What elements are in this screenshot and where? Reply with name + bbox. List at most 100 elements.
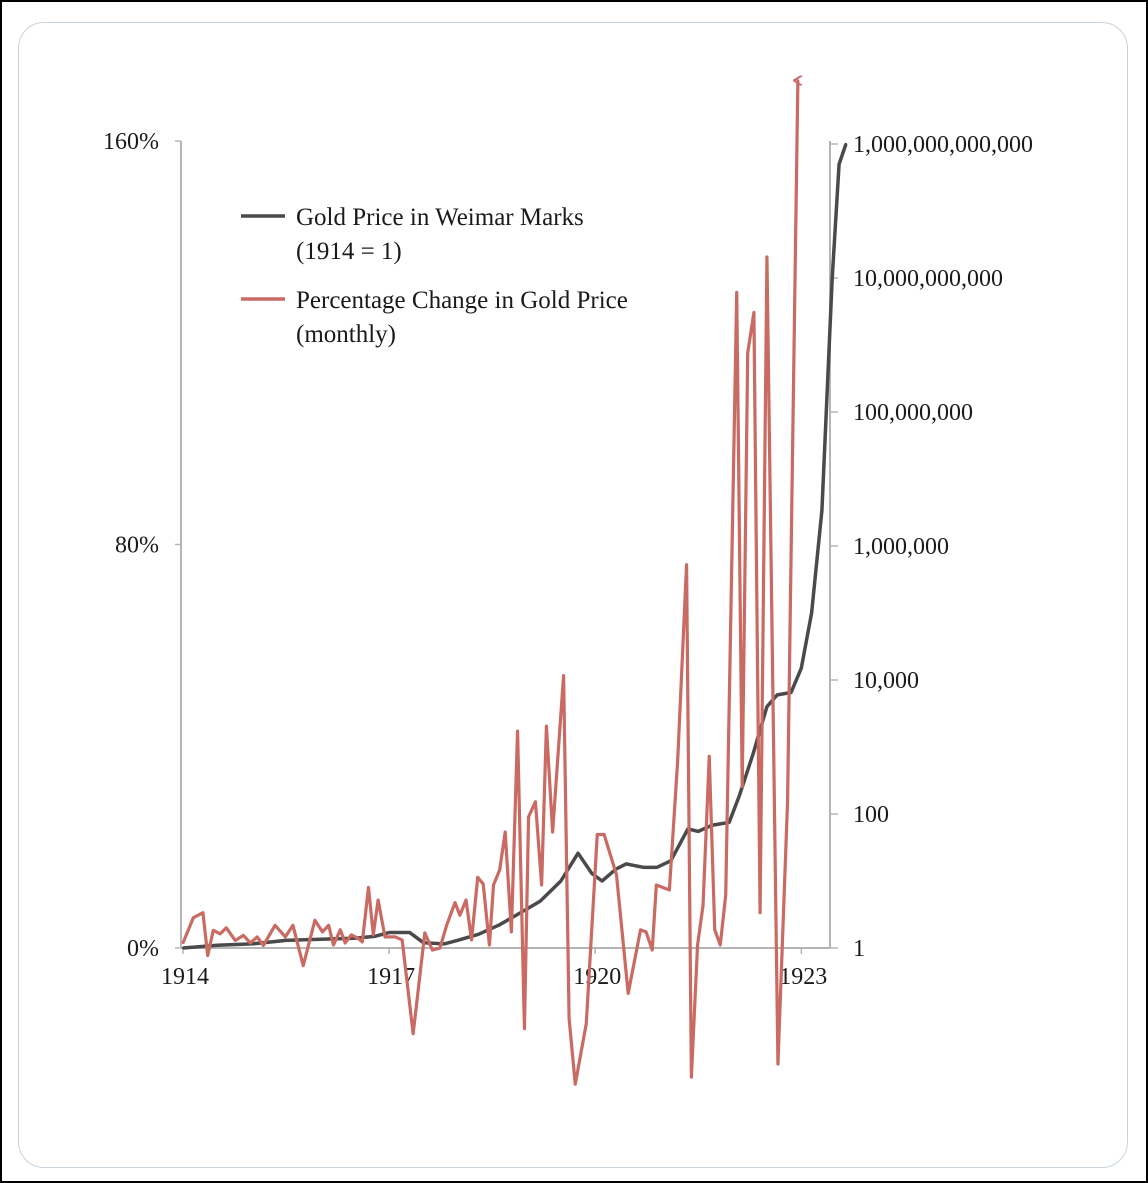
- data-point-pct-change: [545, 724, 548, 728]
- data-point-gold-price: [559, 879, 563, 883]
- x-axis-tick-label: 1914: [161, 964, 209, 990]
- data-point-pct-change: [676, 760, 679, 763]
- data-point-pct-change: [585, 1022, 588, 1025]
- axes: 0% 80% 160% 1 100 10,000 1,000,000 100,000,000 1…: [103, 129, 1033, 990]
- data-point-gold-price: [776, 693, 779, 697]
- right-axis-tick-label: 100: [853, 802, 889, 828]
- data-point-pct-change: [626, 992, 630, 995]
- data-point-pct-change: [431, 948, 434, 952]
- data-point-pct-change: [445, 923, 449, 926]
- data-point-pct-change: [383, 935, 387, 939]
- data-point-gold-price: [600, 879, 604, 883]
- data-point-pct-change: [639, 928, 642, 932]
- data-point-pct-change: [574, 1082, 577, 1086]
- data-point-pct-change: [786, 800, 789, 803]
- data-point-pct-change: [752, 311, 756, 314]
- data-point-pct-change: [551, 830, 554, 834]
- data-point-pct-change: [273, 924, 277, 927]
- data-point-pct-change: [534, 800, 537, 803]
- data-point-gold-price: [456, 939, 459, 942]
- data-point-pct-change: [350, 933, 353, 937]
- left-axis-tick-label: 80%: [115, 533, 159, 559]
- data-point-pct-change: [701, 903, 705, 907]
- data-point-pct-change: [724, 893, 727, 897]
- right-axis-tick-label: 1,000,000,000,000: [853, 132, 1033, 158]
- data-point-pct-change: [458, 914, 462, 917]
- data-point-pct-change: [206, 954, 209, 957]
- data-point-pct-change: [218, 932, 222, 936]
- left-axis-tick-label: 0%: [127, 936, 159, 962]
- data-point-pct-change: [367, 886, 370, 889]
- data-point-pct-change: [758, 911, 762, 914]
- data-point-pct-change: [719, 943, 722, 947]
- data-point-pct-change: [504, 830, 507, 834]
- series-layer: [181, 79, 848, 1086]
- data-point-pct-change: [596, 833, 599, 836]
- data-point-pct-change: [540, 883, 543, 887]
- x-axis-tick-label: 1920: [573, 964, 621, 990]
- data-point-pct-change: [696, 943, 699, 947]
- data-point-pct-change: [602, 833, 606, 836]
- right-axis-tick-label: 1: [853, 936, 865, 962]
- data-point-pct-change: [516, 729, 519, 733]
- data-point-pct-change: [225, 926, 228, 930]
- legend: Gold Price in Weimar Marks (1914 = 1) Pe…: [241, 204, 628, 348]
- data-point-pct-change: [423, 931, 427, 935]
- data-point-gold-price: [810, 611, 813, 615]
- data-point-pct-change: [685, 563, 688, 566]
- data-point-pct-change: [741, 785, 744, 788]
- chart-card: [18, 22, 1128, 1168]
- data-point-pct-change: [372, 933, 375, 937]
- data-point-pct-change: [453, 901, 457, 904]
- series-line-pct-change: [181, 80, 798, 1086]
- data-point-pct-change: [400, 938, 404, 942]
- series-line-gold-price: [182, 143, 848, 950]
- legend-label-gold-price: Gold Price in Weimar Marks: [296, 204, 584, 231]
- data-point-gold-price: [820, 509, 824, 512]
- data-point-pct-change: [492, 883, 495, 887]
- data-point-gold-price: [374, 935, 377, 938]
- data-point-pct-change: [690, 1075, 693, 1079]
- data-point-pct-change: [464, 898, 468, 902]
- data-point-pct-change: [327, 924, 330, 927]
- data-point-pct-change: [181, 941, 185, 945]
- data-point-gold-price: [497, 923, 501, 927]
- data-point-pct-change: [201, 911, 205, 914]
- data-point-gold-price: [800, 667, 803, 670]
- data-point-pct-change: [411, 1032, 415, 1035]
- data-point-pct-change: [708, 755, 711, 758]
- data-point-gold-price: [387, 931, 391, 934]
- right-axis-tick-label: 10,000: [853, 668, 919, 694]
- data-point-pct-change: [339, 928, 342, 932]
- data-point-pct-change: [361, 940, 364, 944]
- data-point-pct-change: [527, 815, 530, 819]
- data-point-gold-price: [844, 142, 848, 146]
- data-point-pct-change: [302, 964, 305, 967]
- data-point-pct-change: [356, 936, 359, 940]
- data-point-gold-price: [216, 944, 219, 947]
- data-point-pct-change: [651, 948, 654, 952]
- data-point-pct-change: [746, 351, 749, 355]
- data-point-gold-price: [624, 862, 628, 866]
- data-point-pct-change: [523, 1027, 526, 1030]
- data-point-pct-change: [567, 1017, 571, 1020]
- data-point-pct-change: [655, 883, 658, 887]
- legend-label-pct-change: Percentage Change in Gold Price: [296, 287, 628, 314]
- data-point-pct-change: [242, 934, 245, 937]
- data-point-pct-change: [713, 928, 716, 932]
- data-point-pct-change: [192, 916, 195, 919]
- data-point-pct-change: [343, 941, 347, 945]
- data-point-gold-price: [408, 931, 411, 934]
- data-point-pct-change: [470, 938, 473, 942]
- data-point-pct-change: [615, 873, 618, 877]
- data-point-pct-change: [262, 944, 265, 947]
- data-point-gold-price: [765, 705, 769, 708]
- data-point-pct-change: [321, 930, 324, 934]
- data-point-gold-price: [181, 946, 185, 950]
- data-point-gold-price: [697, 830, 700, 833]
- right-axis-tick-label: 100,000,000: [853, 400, 973, 426]
- data-point-pct-change: [796, 79, 800, 82]
- legend-label-pct-change-sub: (monthly): [296, 321, 396, 348]
- data-point-pct-change: [255, 935, 259, 939]
- left-axis-tick-label: 160%: [103, 129, 159, 155]
